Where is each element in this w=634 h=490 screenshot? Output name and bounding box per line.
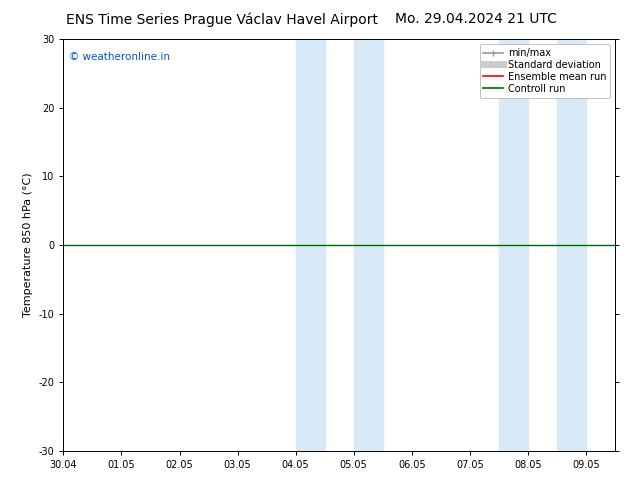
Bar: [557, 39, 586, 451]
Y-axis label: Temperature 850 hPa (°C): Temperature 850 hPa (°C): [23, 172, 33, 318]
Bar: [354, 39, 383, 451]
Text: ENS Time Series Prague Václav Havel Airport: ENS Time Series Prague Václav Havel Airp…: [66, 12, 378, 27]
Bar: [295, 39, 325, 451]
Bar: [499, 39, 528, 451]
Text: © weatheronline.in: © weatheronline.in: [69, 51, 170, 62]
Legend: min/max, Standard deviation, Ensemble mean run, Controll run: min/max, Standard deviation, Ensemble me…: [479, 44, 610, 98]
Text: Mo. 29.04.2024 21 UTC: Mo. 29.04.2024 21 UTC: [394, 12, 557, 26]
